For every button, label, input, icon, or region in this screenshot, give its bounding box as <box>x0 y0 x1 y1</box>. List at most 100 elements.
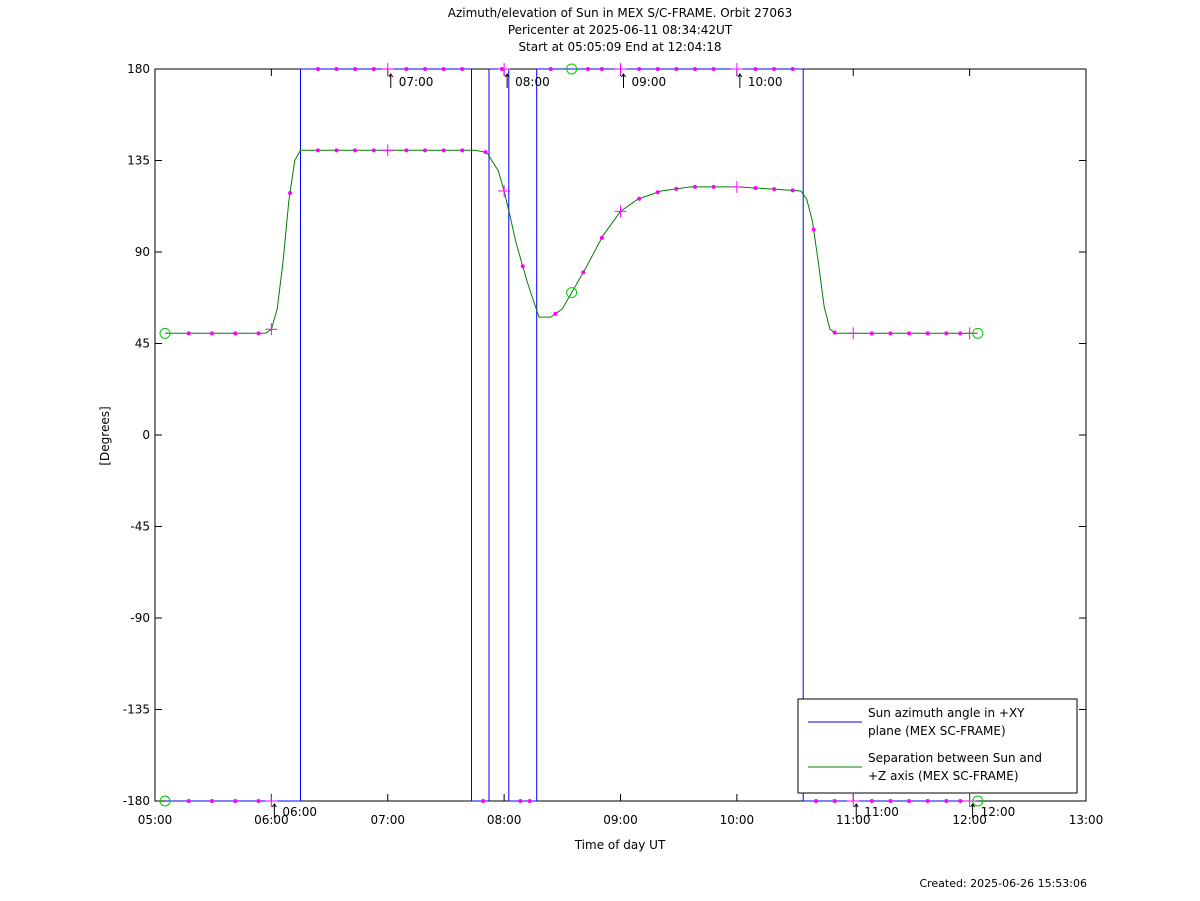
azimuth-point <box>527 799 532 803</box>
azimuth-point <box>907 799 912 803</box>
hour-annotation-label: 06:00 <box>282 805 317 819</box>
azimuth-point <box>869 799 874 803</box>
separation-point <box>655 190 660 195</box>
hour-arrow-head <box>737 73 743 78</box>
separation-point <box>944 331 949 336</box>
tick-labels: 180 135 90 45 0 -45 -90 -135 -180 05:00 06:00 07:00… <box>123 62 1104 827</box>
y-axis-label: [Degrees] <box>98 406 112 465</box>
y-tick-label: -90 <box>130 611 150 625</box>
azimuth-point <box>711 67 716 71</box>
separation-point <box>811 227 816 232</box>
separation-point <box>888 331 893 336</box>
azimuth-point <box>655 67 660 71</box>
hour-annotation-label: 08:00 <box>515 75 550 89</box>
separation-point <box>832 330 837 335</box>
y-tick-label: 45 <box>135 337 150 351</box>
separation-point <box>790 188 795 193</box>
azimuth-point <box>518 799 523 803</box>
separation-point <box>553 311 558 316</box>
separation-point <box>869 331 874 336</box>
hour-arrow-head <box>504 73 510 78</box>
azimuth-point <box>422 67 427 71</box>
azimuth-point <box>460 67 465 71</box>
azimuth-point <box>371 67 376 71</box>
separation-series-line <box>165 149 978 334</box>
hour-annotation-label: 09:00 <box>632 75 667 89</box>
separation-point <box>711 184 716 189</box>
azimuth-point <box>674 67 679 71</box>
legend-label: plane (MEX SC-FRAME) <box>868 724 1006 738</box>
separation-point <box>186 331 191 336</box>
separation-point <box>210 331 215 336</box>
azimuth-point <box>599 67 604 71</box>
azimuth-point <box>353 67 358 71</box>
azimuth-point <box>256 799 261 803</box>
azimuth-point <box>958 799 963 803</box>
azimuth-point <box>315 67 320 71</box>
separation-point <box>907 331 912 336</box>
hour-annotation-label: 11:00 <box>864 805 899 819</box>
axes-frame <box>154 68 1087 802</box>
azimuth-point <box>210 799 215 803</box>
hour-annotations: 06:00 07:00 08:00 09:00 10:00 11:00 12:00 <box>271 73 1016 819</box>
azimuth-point <box>441 67 446 71</box>
title-line: Azimuth/elevation of Sun in MEX S/C-FRAM… <box>448 6 793 20</box>
separation-point <box>441 148 446 153</box>
azimuth-point <box>334 67 339 71</box>
separation-point <box>581 270 586 275</box>
hour-arrow-head <box>853 803 859 808</box>
y-tick-label: -135 <box>123 703 150 717</box>
separation-point <box>371 148 376 153</box>
separation-point <box>520 264 525 269</box>
azimuth-series-line <box>165 68 978 802</box>
separation-event-circle <box>159 327 171 339</box>
separation-point <box>460 148 465 153</box>
plot-markers <box>159 63 984 807</box>
azimuth-point <box>692 67 697 71</box>
separation-point <box>353 148 358 153</box>
azimuth-point <box>753 67 758 71</box>
azimuth-point <box>233 799 238 803</box>
separation-event-circle <box>566 287 578 299</box>
hour-annotation-label: 12:00 <box>981 805 1016 819</box>
separation-point <box>674 186 679 191</box>
separation-point <box>233 331 238 336</box>
azimuth-point <box>637 67 642 71</box>
separation-point <box>315 148 320 153</box>
y-tick-label: 180 <box>127 62 150 76</box>
x-tick-label: 12:00 <box>952 813 987 827</box>
azimuth-point <box>186 799 191 803</box>
y-tick-label: 135 <box>127 154 150 168</box>
separation-point <box>692 184 697 189</box>
azimuth-point <box>548 67 553 71</box>
legend-label: Separation between Sun and <box>868 751 1042 765</box>
azimuth-point <box>790 67 795 71</box>
legend-box <box>797 698 1078 794</box>
hour-annotation-label: 10:00 <box>748 75 783 89</box>
azimuth-point <box>772 67 777 71</box>
plot-series <box>165 68 978 802</box>
separation-point <box>753 186 758 191</box>
separation-point <box>422 148 427 153</box>
y-tick-label: 90 <box>135 245 150 259</box>
x-tick-label: 09:00 <box>603 813 638 827</box>
azimuth-point <box>814 799 819 803</box>
created-timestamp: Created: 2025-06-26 15:53:06 <box>919 877 1087 890</box>
separation-point <box>483 150 488 155</box>
azimuth-point <box>404 67 409 71</box>
legend-label: Sun azimuth angle in +XY <box>868 706 1025 720</box>
azimuth-event-circle <box>159 795 171 807</box>
separation-point <box>637 196 642 201</box>
y-tick-label: 0 <box>142 428 150 442</box>
x-tick-label: 07:00 <box>370 813 405 827</box>
azimuth-event-circle <box>566 63 578 75</box>
separation-event-circle <box>972 327 984 339</box>
title-line: Pericenter at 2025-06-11 08:34:42UT <box>508 23 733 37</box>
x-tick-label: 08:00 <box>487 813 522 827</box>
separation-point <box>772 187 777 192</box>
hour-annotation-label: 07:00 <box>399 75 434 89</box>
azimuth-event-circle <box>972 795 984 807</box>
legend-label: +Z axis (MEX SC-FRAME) <box>868 769 1019 783</box>
separation-point <box>256 331 261 336</box>
